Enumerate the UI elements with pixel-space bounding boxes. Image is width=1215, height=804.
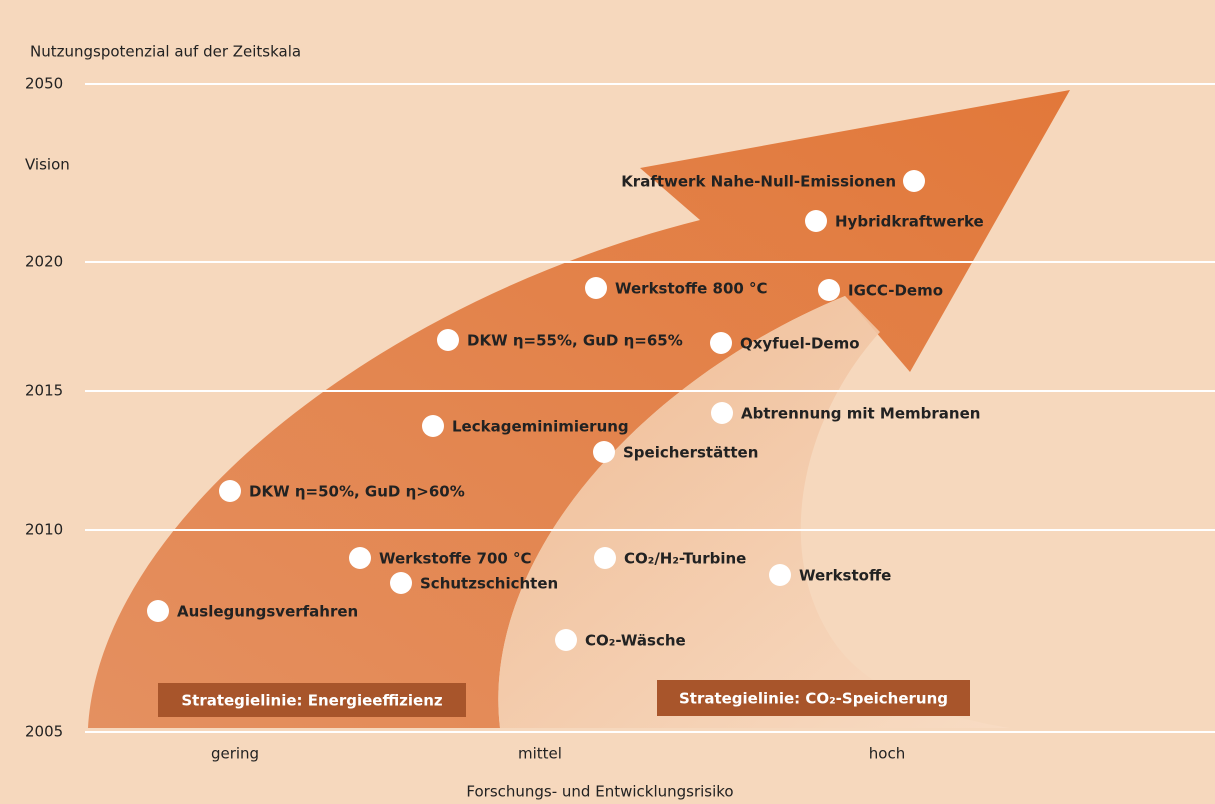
item-dot: [585, 277, 607, 299]
strategy-box: [158, 683, 466, 717]
item-dot: [710, 332, 732, 354]
item-label: Werkstoffe: [799, 567, 891, 585]
item-dot: [555, 629, 577, 651]
y-label: 2010: [25, 521, 63, 539]
x-axis-title: Forschungs- und Entwicklungsrisiko: [466, 783, 733, 801]
y-label: 2005: [25, 723, 63, 741]
y-label: Vision: [25, 156, 70, 174]
item-dot: [422, 415, 444, 437]
storage-arrow: [498, 296, 1010, 728]
item-label: Abtrennung mit Membranen: [741, 405, 980, 423]
item-label: Leckageminimierung: [452, 418, 629, 436]
x-label: mittel: [518, 745, 562, 763]
item-dot: [219, 480, 241, 502]
item-dot: [147, 600, 169, 622]
item-dot: [903, 170, 925, 192]
strategy-box: [657, 680, 970, 716]
item-dot: [593, 441, 615, 463]
item-label: Werkstoffe 700 °C: [379, 550, 532, 568]
item-label: Speicherstätten: [623, 444, 758, 462]
item-label: Qxyfuel-Demo: [740, 335, 860, 353]
item-label: Schutzschichten: [420, 575, 558, 593]
x-label: hoch: [869, 745, 905, 763]
y-label: 2050: [25, 75, 63, 93]
item-dot: [594, 547, 616, 569]
item-label: IGCC-Demo: [848, 282, 943, 300]
y-label: 2020: [25, 253, 63, 271]
y-axis-title: Nutzungspotenzial auf der Zeitskala: [30, 43, 301, 61]
strategy-label: Strategielinie: CO₂-Speicherung: [679, 690, 948, 708]
item-label: Werkstoffe 800 °C: [615, 280, 768, 298]
item-label: CO₂-Wäsche: [585, 632, 686, 650]
item-dot: [805, 210, 827, 232]
item-label: Kraftwerk Nahe-Null-Emissionen: [621, 173, 896, 191]
item-dot: [818, 279, 840, 301]
x-label: gering: [211, 745, 259, 763]
item-label: DKW η=50%, GuD η>60%: [249, 483, 465, 501]
item-label: Hybridkraftwerke: [835, 213, 984, 231]
item-dot: [437, 329, 459, 351]
item-label: CO₂/H₂-Turbine: [624, 550, 746, 568]
item-label: DKW η=55%, GuD η=65%: [467, 332, 683, 350]
item-dot: [390, 572, 412, 594]
strategy-label: Strategielinie: Energieeffizienz: [181, 692, 443, 710]
y-label: 2015: [25, 382, 63, 400]
item-dot: [349, 547, 371, 569]
item-dot: [769, 564, 791, 586]
item-label: Auslegungsverfahren: [177, 603, 358, 621]
item-dot: [711, 402, 733, 424]
efficiency-arrow: [88, 90, 1070, 728]
